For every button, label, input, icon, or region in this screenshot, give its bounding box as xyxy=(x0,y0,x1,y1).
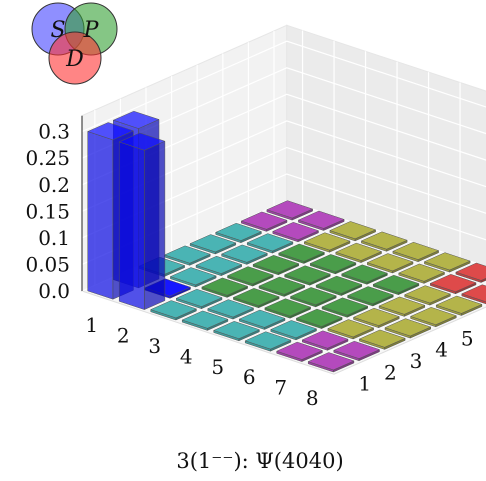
bar-cell xyxy=(335,242,383,263)
z-tick-label: 0.15 xyxy=(25,199,70,223)
bar-cell xyxy=(252,255,300,276)
y-tick-label: 4 xyxy=(435,338,448,362)
bar-cell xyxy=(278,243,326,264)
bar-cell xyxy=(266,200,314,221)
legend-venn: S PD xyxy=(31,2,118,85)
chart-title: 3(1⁻⁻): Ψ(4040) xyxy=(176,449,343,473)
legend-label-d: D xyxy=(65,47,84,72)
tick-labels: 12345678123456780.00.050.10.150.20.250.3 xyxy=(25,120,474,410)
x-tick-label: 4 xyxy=(180,344,193,368)
bar-cell xyxy=(207,299,255,320)
bar-cell xyxy=(398,263,446,284)
x-tick-label: 2 xyxy=(117,324,130,348)
bar-cell xyxy=(246,233,294,254)
z-tick-label: 0.3 xyxy=(38,120,70,144)
x-tick-label: 3 xyxy=(148,334,161,358)
z-tick-label: 0.1 xyxy=(38,226,70,250)
x-tick-label: 7 xyxy=(274,376,287,400)
legend-label-s: S xyxy=(50,18,65,43)
y-tick-label: 1 xyxy=(358,372,371,396)
bar-cell xyxy=(226,266,274,287)
bar-cell xyxy=(195,255,243,277)
bar-cell xyxy=(189,234,237,255)
bar-cell xyxy=(238,309,286,330)
bar-cell xyxy=(301,330,349,351)
bar-cell xyxy=(270,320,318,341)
x-tick-label: 1 xyxy=(85,313,98,337)
grid-lines xyxy=(81,30,486,292)
bar-cell xyxy=(220,244,268,265)
bars xyxy=(87,110,486,373)
bar-cell xyxy=(118,132,166,310)
bar-cell xyxy=(461,284,486,305)
bar-cell xyxy=(384,318,432,339)
bar-cell xyxy=(258,276,306,297)
grid-line-z xyxy=(81,40,486,133)
bar-cell xyxy=(404,285,452,306)
bar-cell xyxy=(264,298,312,319)
bar-cell xyxy=(303,232,351,253)
bar-cell xyxy=(372,274,420,296)
bar-cell xyxy=(201,277,249,298)
bar-cell xyxy=(232,288,280,309)
bar-cell xyxy=(276,341,324,362)
bar-cell xyxy=(321,297,369,318)
bar-cell xyxy=(295,308,343,329)
bar-cell xyxy=(333,340,381,362)
y-tick-label: 5 xyxy=(461,326,474,350)
bar-cell xyxy=(175,288,223,310)
bar-cell xyxy=(392,241,440,263)
bar-cell xyxy=(163,245,211,266)
bar-cell xyxy=(378,296,426,317)
bar-cell xyxy=(455,262,486,283)
bar-cell xyxy=(429,274,477,295)
bar-cell xyxy=(346,286,394,307)
bar-cell xyxy=(272,222,320,243)
z-tick-label: 0.05 xyxy=(25,252,70,276)
bar-cell xyxy=(283,265,331,286)
bar-cell xyxy=(169,267,217,288)
y-tick-label: 2 xyxy=(384,360,397,384)
bar-cell xyxy=(150,300,198,321)
bar-cell xyxy=(360,231,408,252)
bar-cell xyxy=(240,211,288,232)
bar-cell xyxy=(244,331,292,352)
legend-label-p: P xyxy=(83,18,100,43)
x-tick-label: 5 xyxy=(211,355,224,379)
bar-cell xyxy=(181,310,229,331)
bar-cell xyxy=(352,307,400,329)
bar-cell xyxy=(215,222,263,244)
bar-cell xyxy=(213,321,261,342)
bar-cell xyxy=(366,253,414,274)
legend-circle-d xyxy=(48,31,102,85)
z-tick-label: 0.0 xyxy=(38,279,70,303)
z-tick-label: 0.2 xyxy=(38,173,70,197)
bar-cell xyxy=(329,221,377,242)
bar-cell xyxy=(423,252,471,273)
bar-cell xyxy=(409,307,457,328)
bar-cell xyxy=(315,275,363,296)
bar-cell xyxy=(297,210,345,231)
bar-cell xyxy=(327,319,375,340)
bar-cell xyxy=(341,264,389,285)
y-tick-label: 3 xyxy=(410,349,423,373)
bar-cell xyxy=(307,352,355,373)
bar-cell xyxy=(289,287,337,308)
x-tick-label: 6 xyxy=(243,365,256,389)
bar-cell xyxy=(435,295,483,316)
bar-cell xyxy=(358,329,406,350)
z-tick-label: 0.25 xyxy=(25,146,70,170)
x-tick-label: 8 xyxy=(306,386,319,410)
bar-cell xyxy=(309,254,357,275)
